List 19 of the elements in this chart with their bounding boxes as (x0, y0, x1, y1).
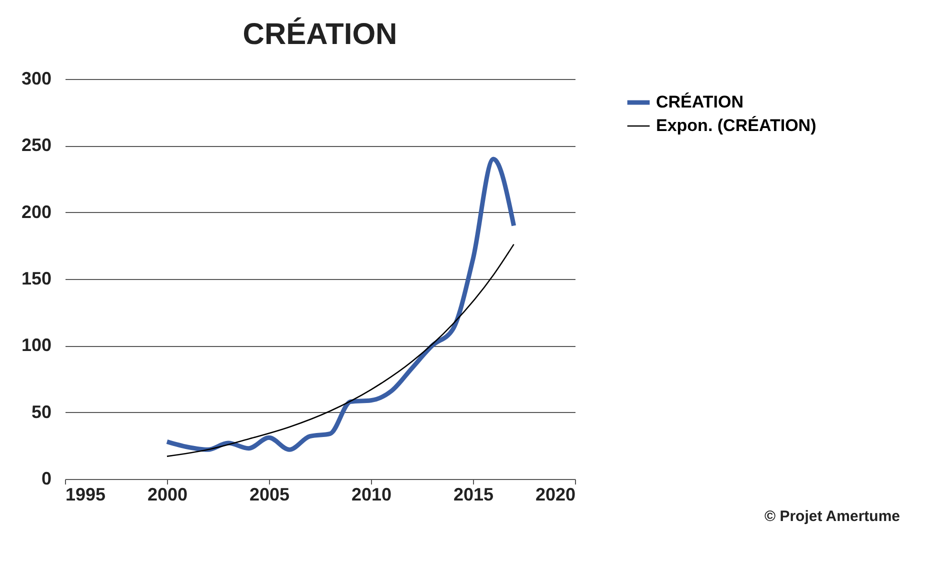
x-tick-label: 2000 (147, 484, 188, 504)
y-tick-label: 100 (21, 335, 52, 356)
y-tick-label: 50 (31, 402, 52, 422)
x-tick-label: 2010 (351, 484, 392, 504)
y-tick-label: 250 (21, 135, 52, 156)
x-tick-label: 1995 (66, 484, 106, 504)
y-tick-label: 300 (21, 68, 52, 88)
y-tick-label: 0 (41, 468, 52, 488)
y-tick-label: 150 (21, 268, 52, 288)
line-series (164, 156, 516, 452)
legend-label: CRÉATION (656, 92, 744, 112)
text: © Projet Amertume (764, 508, 900, 525)
legend-label: Expon. (CRÉATION) (656, 115, 816, 135)
y-tick-label: 200 (21, 202, 52, 222)
x-tick-label: 2015 (453, 484, 494, 504)
x-tick-label: 2020 (535, 484, 576, 504)
x-tick-label: 2005 (249, 484, 290, 504)
line-series (166, 244, 514, 457)
chart-title: CRÉATION (242, 17, 398, 51)
